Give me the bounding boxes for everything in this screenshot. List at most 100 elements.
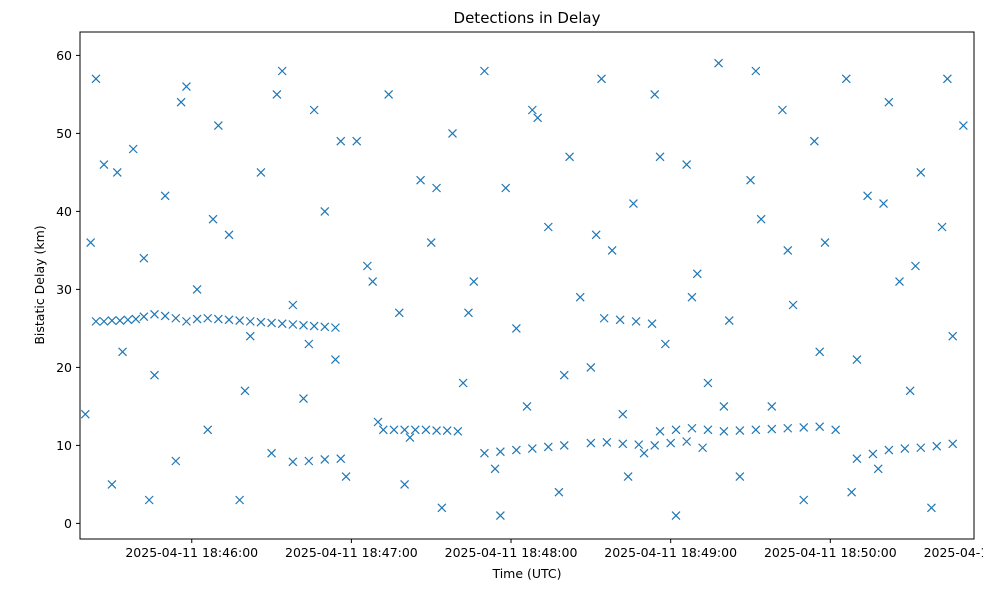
data-point <box>831 425 841 435</box>
data-point <box>458 378 468 388</box>
data-point <box>139 312 149 322</box>
data-point <box>256 317 266 327</box>
data-point <box>336 454 346 464</box>
data-point <box>767 401 777 411</box>
data-point <box>615 315 625 325</box>
data-point <box>671 425 681 435</box>
data-point <box>352 136 362 146</box>
data-point <box>341 472 351 482</box>
data-point <box>911 261 920 271</box>
data-point <box>309 321 319 331</box>
data-point <box>86 238 96 248</box>
data-point <box>309 105 319 115</box>
data-point <box>751 66 761 76</box>
data-point <box>277 319 287 329</box>
data-point <box>115 316 125 326</box>
data-point <box>607 245 617 255</box>
data-point <box>277 66 287 76</box>
data-point <box>453 426 463 436</box>
data-point <box>671 511 681 521</box>
data-point <box>884 445 894 455</box>
data-point <box>235 316 245 326</box>
data-point <box>176 97 186 107</box>
data-point <box>432 426 441 436</box>
data-point <box>884 97 894 107</box>
data-point <box>647 319 657 329</box>
data-point <box>368 277 378 287</box>
data-point <box>469 277 479 287</box>
data-point <box>559 370 569 380</box>
data-point <box>666 438 676 448</box>
data-point <box>703 425 713 435</box>
data-points-layer <box>80 58 968 521</box>
data-point <box>267 318 276 328</box>
data-point <box>192 314 202 324</box>
data-point <box>118 347 127 357</box>
data-point <box>272 89 282 99</box>
data-point <box>182 316 191 326</box>
data-point <box>631 316 641 326</box>
data-point <box>879 199 888 209</box>
data-point <box>533 113 543 123</box>
data-point <box>799 495 809 505</box>
data-point <box>426 238 436 248</box>
data-point <box>682 160 692 170</box>
data-point <box>91 74 101 84</box>
data-point <box>687 423 697 433</box>
y-tick-label: 10 <box>56 438 72 453</box>
data-point <box>331 355 340 365</box>
x-tick-label: 2025-04-11 18:49:00 <box>604 545 737 560</box>
data-point <box>655 426 665 436</box>
data-point <box>400 425 410 435</box>
data-point <box>394 308 404 318</box>
data-point <box>724 316 734 326</box>
data-point <box>895 277 904 287</box>
y-tick-label: 30 <box>56 282 72 297</box>
data-point <box>150 370 159 380</box>
data-point <box>937 222 947 232</box>
x-tick-label: 2025-04-11 18:48:00 <box>445 545 578 560</box>
data-point <box>751 425 761 435</box>
data-point <box>719 401 729 411</box>
data-point <box>783 423 793 433</box>
data-point <box>182 82 191 92</box>
chart-title: Detections in Delay <box>454 9 601 27</box>
data-point <box>495 447 505 457</box>
data-point <box>288 300 298 310</box>
data-point <box>687 292 697 302</box>
data-point <box>131 314 141 324</box>
data-point <box>618 409 628 419</box>
data-point <box>240 386 250 396</box>
data-point <box>203 313 213 323</box>
data-point <box>554 487 564 497</box>
data-point <box>799 423 809 432</box>
y-tick-label: 50 <box>56 126 72 141</box>
data-point <box>634 440 644 450</box>
data-point <box>927 503 936 513</box>
data-point <box>213 314 223 324</box>
data-point <box>692 269 702 279</box>
data-point <box>320 206 330 216</box>
data-point <box>123 315 133 325</box>
data-point <box>224 230 234 240</box>
data-point <box>331 323 340 333</box>
data-point <box>815 422 825 432</box>
data-point <box>373 417 383 427</box>
data-point <box>442 426 452 436</box>
data-point <box>511 445 521 455</box>
data-point <box>171 456 181 466</box>
data-point <box>868 449 878 459</box>
data-point <box>586 362 596 372</box>
data-point <box>299 320 308 330</box>
data-point <box>735 472 745 482</box>
data-point <box>948 439 958 449</box>
data-point <box>873 464 883 474</box>
data-point <box>511 323 521 333</box>
data-point <box>299 394 308 404</box>
data-point <box>99 316 109 326</box>
data-point <box>703 378 713 388</box>
data-point <box>320 322 330 332</box>
x-tick-label: 2025-04-11 18:47:00 <box>285 545 418 560</box>
data-point <box>852 355 862 365</box>
data-point <box>778 105 787 115</box>
